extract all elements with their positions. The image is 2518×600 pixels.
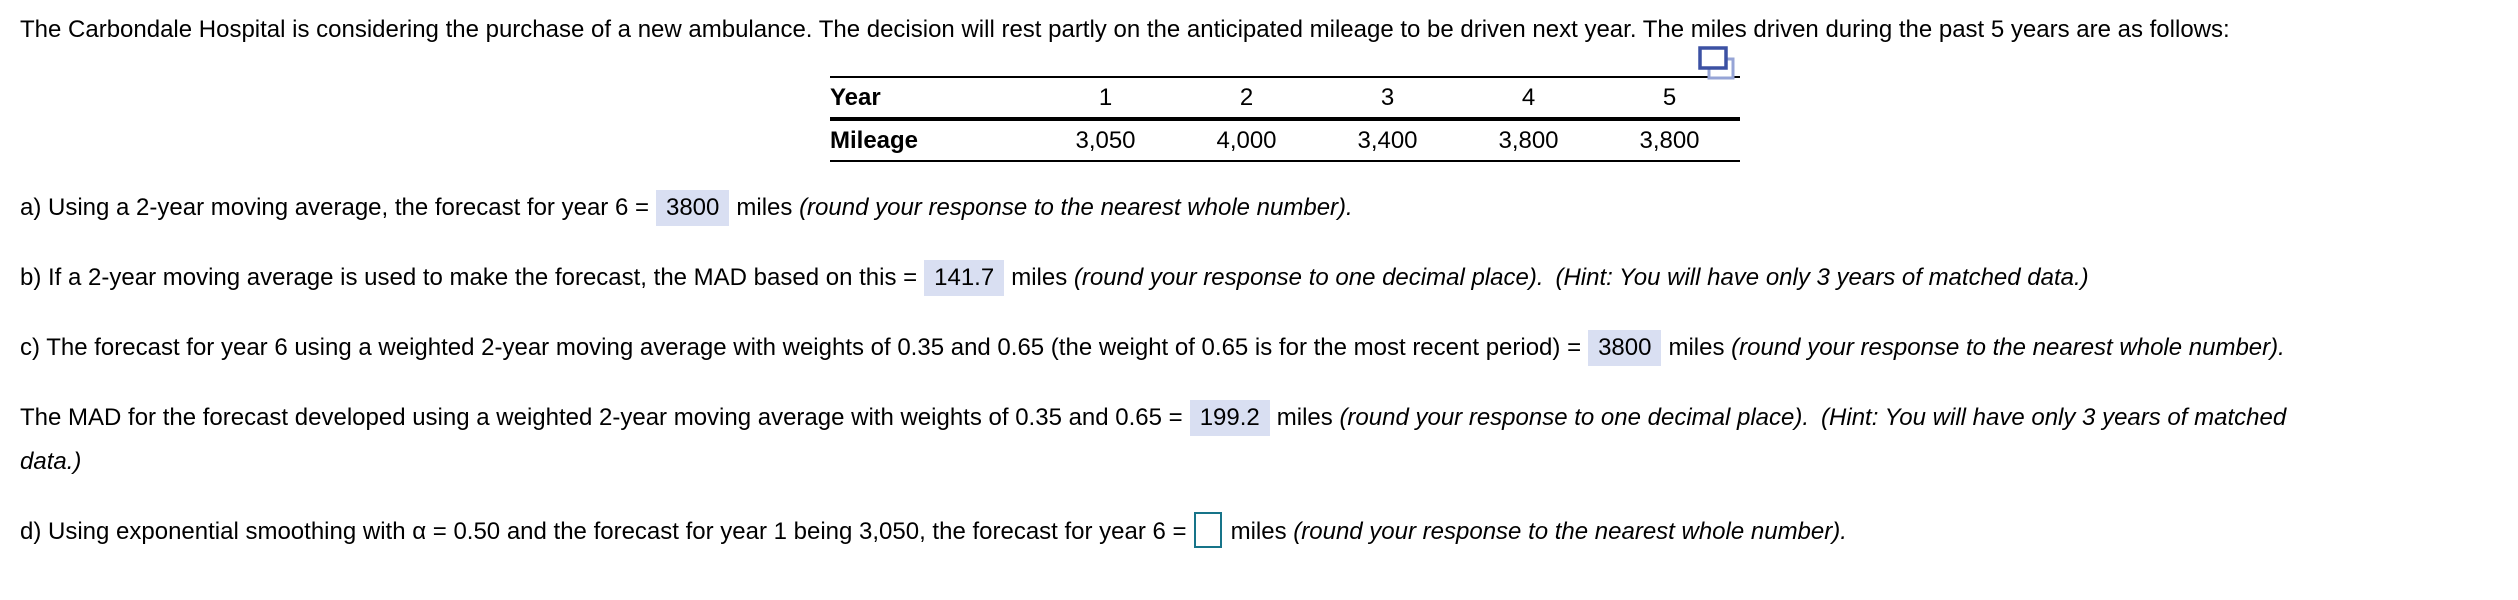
question-c-mad: The MAD for the forecast developed using…: [20, 396, 2498, 484]
year-cell: 4: [1521, 83, 1536, 111]
answer-input-b[interactable]: 141.7: [924, 260, 1005, 296]
rounding-note: (round your response to one decimal plac…: [1073, 264, 1544, 291]
question-c-text: c) The forecast for year 6 using a weigh…: [20, 334, 1582, 361]
rounding-note: (round your response to the nearest whol…: [1293, 518, 1847, 545]
hint-text: (Hint: You will have only 3 years of mat…: [1555, 264, 2089, 291]
question-c-mad-text: The MAD for the forecast developed using…: [20, 404, 1183, 431]
year-row-header: Year: [830, 83, 881, 111]
question-a: a) Using a 2-year moving average, the fo…: [20, 186, 2498, 230]
mileage-cell: 3,800: [1639, 126, 1700, 154]
question-c: c) The forecast for year 6 using a weigh…: [20, 326, 2498, 370]
question-d: d) Using exponential smoothing with α = …: [20, 510, 2498, 554]
hint-text: (Hint: You will have only 3 years of mat…: [1821, 404, 2287, 431]
answer-input-c-mad[interactable]: 199.2: [1189, 400, 1270, 436]
question-b-text: b) If a 2-year moving average is used to…: [20, 264, 918, 291]
overlapping-windows-icon: [1698, 46, 1735, 80]
rounding-note: (round your response to one decimal plac…: [1339, 404, 1810, 431]
unit-label: miles: [1011, 264, 1068, 291]
year-cell: 1: [1098, 83, 1113, 111]
rounding-note: (round your response to the nearest whol…: [799, 194, 1353, 221]
mileage-cell: 3,800: [1498, 126, 1559, 154]
hint-text-wrapped: data.): [20, 448, 82, 475]
rounding-note: (round your response to the nearest whol…: [1731, 334, 2285, 361]
mileage-row-header: Mileage: [830, 126, 919, 154]
unit-label: miles: [736, 194, 793, 221]
unit-label: miles: [1276, 404, 1333, 431]
answer-input-a[interactable]: 3800: [655, 190, 730, 226]
question-intro-text: The Carbondale Hospital is considering t…: [20, 16, 2230, 43]
year-cell: 5: [1662, 83, 1677, 111]
answer-input-c[interactable]: 3800: [1588, 330, 1662, 366]
year-cell: 2: [1239, 83, 1254, 111]
answer-input-d[interactable]: [1193, 512, 1222, 548]
mileage-cell: 4,000: [1216, 126, 1277, 154]
mileage-table-block: Year 1 2 3 4 5 Mileage 3,050 4,000 3,400…: [830, 46, 1740, 162]
table-row-mileage: Mileage 3,050 4,000 3,400 3,800 3,800: [830, 119, 1740, 161]
question-a-text: a) Using a 2-year moving average, the fo…: [20, 194, 649, 221]
mileage-table: Year 1 2 3 4 5 Mileage 3,050 4,000 3,400…: [830, 76, 1740, 162]
unit-label: miles: [1230, 518, 1287, 545]
copy-table-icon[interactable]: [1696, 44, 1738, 84]
unit-label: miles: [1668, 334, 1725, 361]
table-row-year: Year 1 2 3 4 5: [830, 77, 1740, 119]
mileage-cell: 3,400: [1357, 126, 1418, 154]
mileage-cell: 3,050: [1075, 126, 1136, 154]
year-cell: 3: [1380, 83, 1395, 111]
question-d-text: d) Using exponential smoothing with α = …: [20, 518, 1187, 545]
question-b: b) If a 2-year moving average is used to…: [20, 256, 2498, 300]
